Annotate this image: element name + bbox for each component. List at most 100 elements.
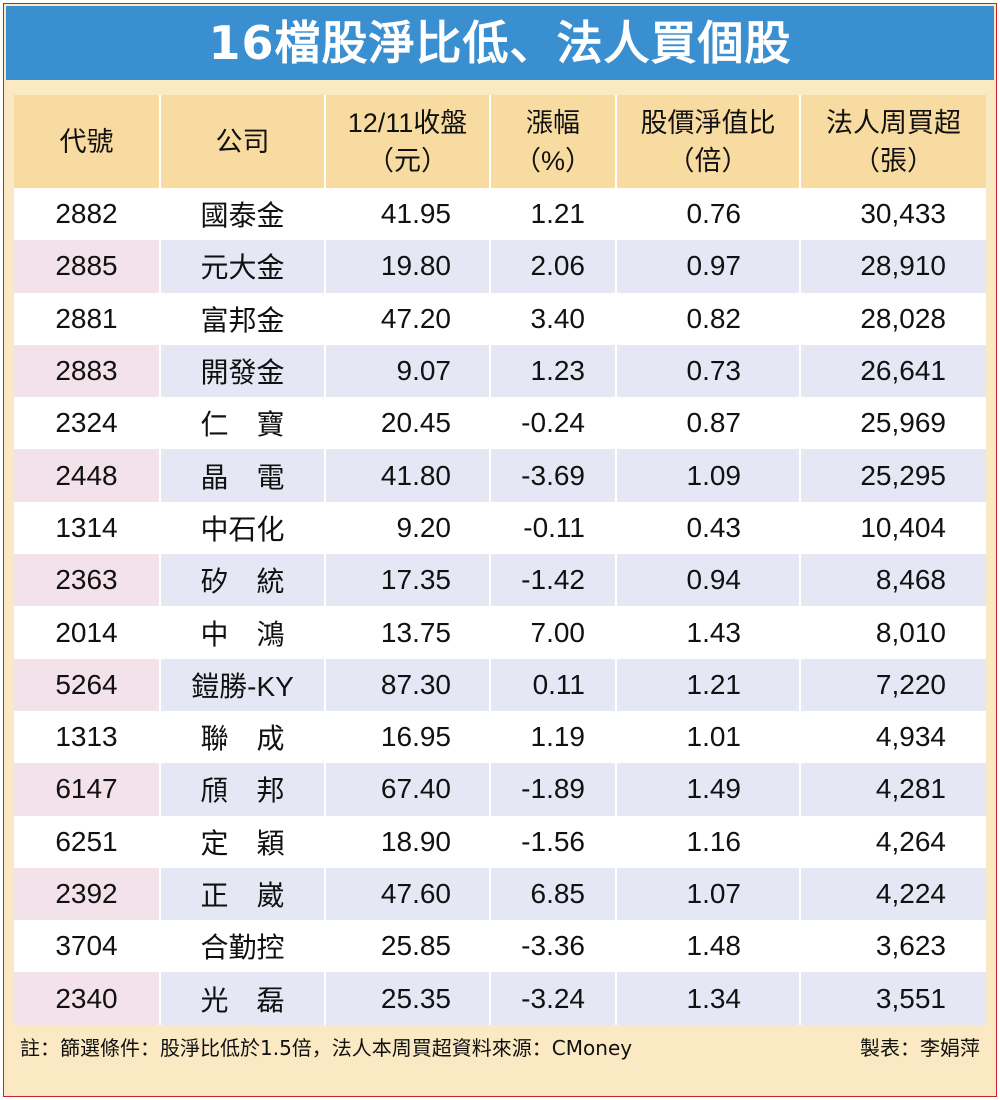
pb-ratio-cell: 1.49 — [615, 763, 800, 816]
company-name-cell: 定 穎 — [159, 815, 325, 868]
weekly-net-buy-cell: 30,433 — [799, 188, 986, 241]
weekly-net-buy-cell: 3,551 — [799, 972, 986, 1025]
table-row: 5264 鎧勝-KY 87.30 0.11 1.21 7,220 — [14, 658, 986, 711]
close-price-cell: 41.95 — [324, 188, 490, 241]
table-row: 2448 晶 電 41.80 -3.69 1.09 25,295 — [14, 449, 986, 502]
stock-code-cell: 6251 — [14, 815, 160, 868]
change-pct-cell: 1.21 — [489, 188, 616, 241]
weekly-net-buy-cell: 28,028 — [799, 292, 986, 345]
close-price-cell: 67.40 — [324, 763, 490, 816]
weekly-net-buy-cell: 25,295 — [799, 449, 986, 502]
pb-ratio-cell: 1.43 — [615, 606, 800, 659]
stock-code-cell: 2885 — [14, 240, 160, 293]
close-price-cell: 25.85 — [324, 920, 490, 973]
table-row: 2392 正 崴 47.60 6.85 1.07 4,224 — [14, 867, 986, 921]
pb-ratio-cell: 0.82 — [615, 292, 800, 345]
table-row: 1313 聯 成 16.95 1.19 1.01 4,934 — [14, 710, 986, 764]
close-price-cell: 47.60 — [324, 867, 490, 921]
header-change-pct: 漲幅 （%） — [489, 95, 616, 188]
stock-code-cell: 3704 — [14, 920, 160, 973]
close-price-cell: 18.90 — [324, 815, 490, 868]
change-pct-cell: -1.89 — [489, 763, 616, 816]
company-name-cell: 中 鴻 — [159, 606, 325, 659]
header-close-price: 12/11收盤 （元） — [324, 95, 490, 188]
table-row: 2014 中 鴻 13.75 7.00 1.43 8,010 — [14, 606, 986, 659]
pb-ratio-cell: 1.34 — [615, 972, 800, 1025]
pb-ratio-cell: 0.97 — [615, 240, 800, 293]
stock-table: 代號 公司 12/11收盤 （元） 漲幅 （%） 股價淨值比 （倍） 法人周買超 （張）… — [14, 95, 986, 1025]
pb-ratio-cell: 1.07 — [615, 867, 800, 921]
weekly-net-buy-cell: 4,264 — [799, 815, 986, 868]
pb-ratio-cell: 0.87 — [615, 397, 800, 450]
pb-ratio-cell: 0.76 — [615, 188, 800, 241]
close-price-cell: 13.75 — [324, 606, 490, 659]
close-price-cell: 17.35 — [324, 554, 490, 607]
pb-ratio-cell: 1.01 — [615, 710, 800, 764]
table-row: 2882 國泰金 41.95 1.21 0.76 30,433 — [14, 188, 986, 241]
stock-code-cell: 5264 — [14, 658, 160, 711]
weekly-net-buy-cell: 3,623 — [799, 920, 986, 973]
change-pct-cell: 7.00 — [489, 606, 616, 659]
change-pct-cell: 6.85 — [489, 867, 616, 921]
pb-ratio-cell: 0.43 — [615, 501, 800, 555]
company-name-cell: 中石化 — [159, 501, 325, 555]
change-pct-cell: -3.36 — [489, 920, 616, 973]
change-pct-cell: -1.42 — [489, 554, 616, 607]
company-name-cell: 仁 寶 — [159, 397, 325, 450]
table-row: 2883 開發金 9.07 1.23 0.73 26,641 — [14, 344, 986, 398]
stock-code-cell: 2883 — [14, 344, 160, 398]
pb-ratio-cell: 1.48 — [615, 920, 800, 973]
change-pct-cell: -0.24 — [489, 397, 616, 450]
source-note: 註：篩選條件：股淨比低於1.5倍，法人本周買超資料來源：CMoney — [20, 1036, 633, 1060]
change-pct-cell: -0.11 — [489, 501, 616, 555]
weekly-net-buy-cell: 4,934 — [799, 710, 986, 764]
stock-code-cell: 1313 — [14, 710, 160, 764]
close-price-cell: 9.07 — [324, 344, 490, 398]
stock-code-cell: 2882 — [14, 188, 160, 241]
weekly-net-buy-cell: 25,969 — [799, 397, 986, 450]
company-name-cell: 矽 統 — [159, 554, 325, 607]
table-row: 1314 中石化 9.20 -0.11 0.43 10,404 — [14, 501, 986, 555]
header-company: 公司 — [159, 95, 325, 188]
stock-code-cell: 2448 — [14, 449, 160, 502]
table-row: 2324 仁 寶 20.45 -0.24 0.87 25,969 — [14, 397, 986, 450]
stock-code-cell: 2014 — [14, 606, 160, 659]
company-name-cell: 晶 電 — [159, 449, 325, 502]
company-name-cell: 鎧勝-KY — [159, 658, 325, 711]
stock-code-cell: 1314 — [14, 501, 160, 555]
close-price-cell: 87.30 — [324, 658, 490, 711]
pb-ratio-cell: 1.09 — [615, 449, 800, 502]
table-row: 2881 富邦金 47.20 3.40 0.82 28,028 — [14, 292, 986, 345]
change-pct-cell: 2.06 — [489, 240, 616, 293]
company-name-cell: 元大金 — [159, 240, 325, 293]
company-name-cell: 富邦金 — [159, 292, 325, 345]
table-row: 6251 定 穎 18.90 -1.56 1.16 4,264 — [14, 815, 986, 868]
pb-ratio-cell: 0.94 — [615, 554, 800, 607]
change-pct-cell: 0.11 — [489, 658, 616, 711]
header-code: 代號 — [14, 95, 160, 188]
stock-code-cell: 2340 — [14, 972, 160, 1025]
page-title: 16檔股淨比低、法人買個股 — [6, 6, 994, 80]
stock-code-cell: 2363 — [14, 554, 160, 607]
close-price-cell: 9.20 — [324, 501, 490, 555]
pb-ratio-cell: 1.16 — [615, 815, 800, 868]
close-price-cell: 25.35 — [324, 972, 490, 1025]
weekly-net-buy-cell: 28,910 — [799, 240, 986, 293]
stock-code-cell: 2881 — [14, 292, 160, 345]
stock-code-cell: 2392 — [14, 867, 160, 921]
pb-ratio-cell: 0.73 — [615, 344, 800, 398]
close-price-cell: 41.80 — [324, 449, 490, 502]
header-pb-ratio: 股價淨值比 （倍） — [615, 95, 800, 188]
change-pct-cell: 1.23 — [489, 344, 616, 398]
table-row: 2885 元大金 19.80 2.06 0.97 28,910 — [14, 240, 986, 293]
change-pct-cell: -3.69 — [489, 449, 616, 502]
close-price-cell: 20.45 — [324, 397, 490, 450]
table-row: 6147 頎 邦 67.40 -1.89 1.49 4,281 — [14, 763, 986, 816]
weekly-net-buy-cell: 4,281 — [799, 763, 986, 816]
table-row: 2340 光 磊 25.35 -3.24 1.34 3,551 — [14, 972, 986, 1025]
close-price-cell: 47.20 — [324, 292, 490, 345]
table-body: 2882 國泰金 41.95 1.21 0.76 30,433 2885 元大金 19.80 2.… — [14, 188, 986, 1025]
table-header: 代號 公司 12/11收盤 （元） 漲幅 （%） 股價淨值比 （倍） 法人周買超 （張） — [14, 95, 986, 188]
weekly-net-buy-cell: 26,641 — [799, 344, 986, 398]
table-row: 3704 合勤控 25.85 -3.36 1.48 3,623 — [14, 920, 986, 973]
